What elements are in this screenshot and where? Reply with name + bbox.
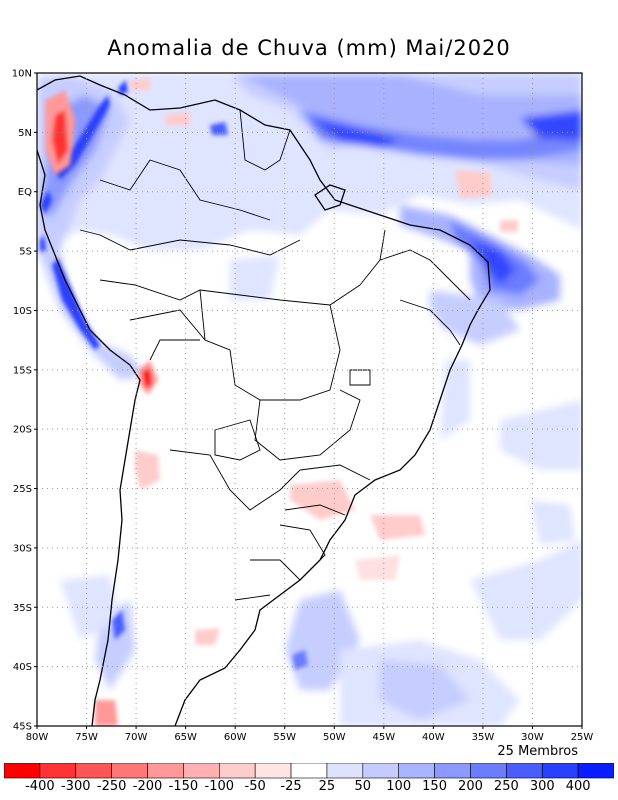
plot-frame (36, 72, 583, 727)
colorbar-label: 300 (529, 779, 555, 794)
longitude-tick-label: 35W (472, 732, 495, 743)
negative-anomaly-areas (45, 78, 518, 726)
longitude-tick-label: 70W (125, 732, 148, 743)
latitude-tick-label: 15S (13, 365, 32, 376)
colorbar-label: -250 (96, 779, 127, 794)
colorbar-label: -150 (168, 779, 199, 794)
colorbar-swatch (398, 763, 435, 779)
longitude-tick-label: 50W (323, 732, 346, 743)
colorbar-swatch (4, 763, 41, 779)
latitude-tick-label: 5S (19, 247, 32, 258)
anomaly-field (37, 73, 582, 726)
longitude-tick-label: 75W (75, 732, 98, 743)
colorbar-swatch (506, 763, 543, 779)
state-borders (79, 109, 471, 601)
longitude-tick-label: 45W (373, 732, 396, 743)
latitude-tick-label: 5N (18, 128, 32, 139)
colorbar-label: 150 (422, 779, 447, 794)
colorbar-label: 50 (354, 779, 372, 794)
colorbar-swatch (39, 763, 77, 779)
colorbar-swatch (541, 763, 579, 779)
colorbar-label: 400 (565, 779, 591, 794)
colorbar-swatch (111, 763, 148, 779)
latitude-tick-label: 20S (13, 425, 32, 436)
colorbar-swatch (470, 763, 507, 779)
colorbar-label: -200 (132, 779, 163, 794)
longitude-tick-label: 40W (422, 732, 445, 743)
members-label: 25 Membros (497, 744, 578, 759)
colorbar-swatch (326, 763, 364, 779)
latitude-tick-label: 45S (13, 722, 32, 733)
colorbar-label: 250 (493, 779, 519, 794)
colorbar-swatch (362, 763, 400, 779)
colorbar-swatch (254, 763, 292, 779)
longitude-tick-label: 80W (26, 732, 49, 743)
colorbar-label: -400 (25, 779, 55, 794)
colorbar-swatch (434, 763, 471, 779)
colorbar-labels: -400 -300 -250 -200 -150 -100 -50 -25 25 50 100 150… (0, 779, 618, 797)
latitude-tick-label: 10S (13, 306, 32, 317)
longitude-tick-label: 25W (571, 732, 594, 743)
colorbar-swatch (290, 763, 328, 779)
colorbar-label: 100 (386, 779, 412, 794)
latitude-axis: 10N 5N EQ 5S 10S 15S 20S 25S 30S 35S 40S 45S (12, 69, 37, 733)
latitude-tick-label: EQ (18, 187, 32, 198)
longitude-tick-label: 30W (521, 732, 544, 743)
colorbar-swatch (183, 763, 220, 779)
colorbar-label: -50 (244, 779, 266, 794)
colorbar-label: -300 (60, 779, 91, 794)
colorbar-swatch (218, 763, 256, 779)
colorbar-label: -100 (204, 779, 235, 794)
longitude-tick-label: 55W (273, 732, 296, 743)
colorbar-label: -25 (280, 779, 302, 794)
colorbar-label: 200 (458, 779, 483, 794)
latitude-tick-label: 25S (13, 484, 32, 495)
longitude-axis: 80W 75W 70W 65W 60W 55W 50W 45W 40W 35W 30W 25W (26, 726, 594, 743)
colorbar (4, 763, 614, 779)
colorbar-label: 25 (318, 779, 336, 794)
colorbar-swatch (577, 763, 614, 779)
colorbar-swatch (147, 763, 184, 779)
longitude-tick-label: 65W (174, 732, 197, 743)
latitude-tick-label: 30S (13, 543, 32, 554)
latitude-tick-label: 35S (13, 603, 32, 614)
colorbar-swatch (75, 763, 112, 779)
graticule (37, 73, 582, 726)
longitude-tick-label: 60W (224, 732, 247, 743)
map-title: Anomalia de Chuva (mm) Mai/2020 (107, 36, 511, 60)
latitude-tick-label: 40S (13, 662, 32, 673)
latitude-tick-label: 10N (12, 69, 32, 80)
